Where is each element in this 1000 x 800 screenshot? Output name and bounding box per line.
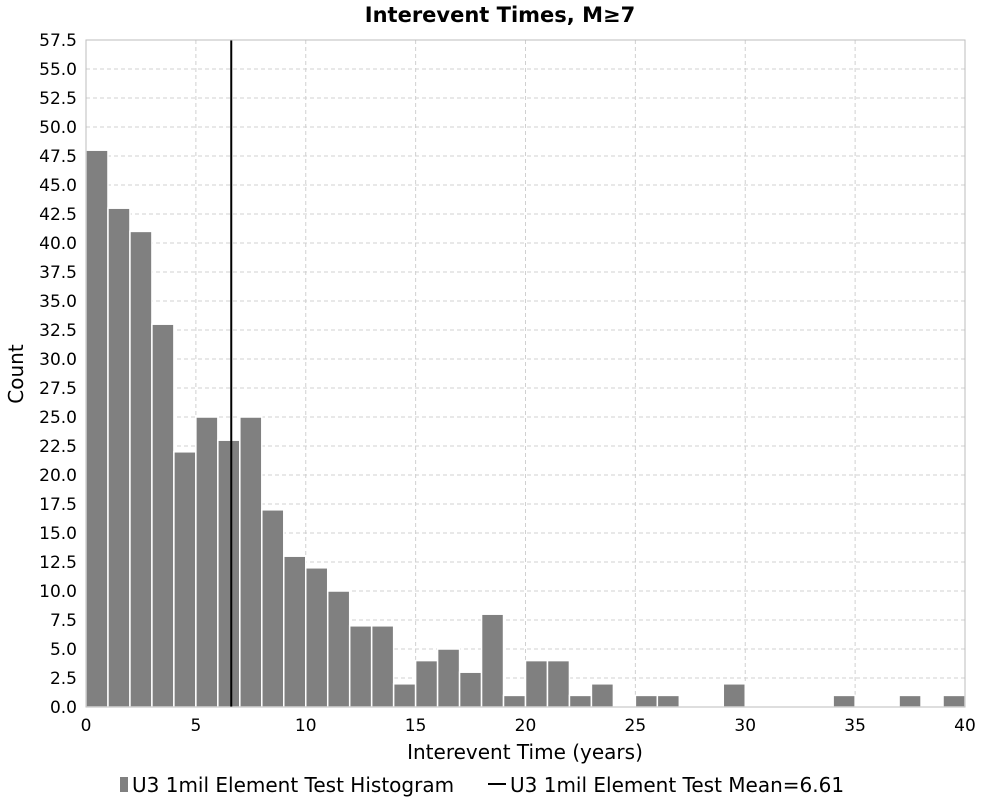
y-tick-label: 5.0: [50, 640, 77, 660]
histogram-bar: [173, 451, 197, 708]
histogram-bar: [524, 659, 549, 708]
histogram-bar: [458, 671, 483, 708]
x-tick-label: 15: [405, 716, 427, 736]
histogram-bar: [722, 683, 747, 708]
legend-histogram-swatch: [120, 777, 128, 792]
y-tick-label: 47.5: [39, 147, 77, 167]
histogram-bar: [656, 694, 681, 708]
y-tick-label: 37.5: [39, 263, 77, 283]
histogram-bar: [832, 694, 856, 708]
x-tick-label: 5: [190, 716, 201, 736]
x-tick-label: 40: [954, 716, 976, 736]
x-tick-label: 25: [625, 716, 647, 736]
x-tick-label: 0: [81, 716, 92, 736]
histogram-bar: [151, 323, 175, 708]
histogram-bar: [195, 416, 219, 708]
histogram-bar: [107, 207, 131, 708]
histogram-bar: [898, 694, 922, 708]
histogram-bar: [305, 567, 329, 708]
histogram-bar: [348, 625, 373, 708]
histogram-bar: [480, 613, 505, 708]
x-tick-label: 10: [295, 716, 317, 736]
histogram-bar: [590, 683, 615, 708]
y-tick-label: 30.0: [39, 350, 77, 370]
y-tick-label: 7.5: [50, 611, 77, 631]
histogram-bar: [283, 555, 307, 708]
y-tick-label: 2.5: [50, 669, 77, 689]
y-tick-label: 32.5: [39, 321, 77, 341]
histogram-bar: [392, 683, 417, 708]
histogram-bar: [634, 694, 659, 708]
histogram-bar: [436, 648, 461, 708]
y-axis-title: Count: [4, 344, 28, 404]
y-tick-label: 12.5: [39, 553, 77, 573]
x-tick-labels: 0 5 10 15 20 25 30 35 40: [81, 716, 976, 736]
y-tick-label: 40.0: [39, 234, 77, 254]
histogram-bar: [568, 694, 593, 708]
y-tick-label: 57.5: [39, 31, 77, 51]
y-tick-label: 52.5: [39, 89, 77, 109]
bar-layer: [85, 149, 966, 708]
x-axis-title: Interevent Time (years): [407, 740, 643, 764]
histogram-bar: [239, 416, 263, 708]
legend: U3 1mil Element Test Histogram U3 1mil E…: [120, 773, 844, 797]
y-tick-label: 45.0: [39, 176, 77, 196]
histogram-bar: [942, 694, 966, 708]
y-tick-label: 0.0: [50, 698, 77, 718]
legend-mean-label: U3 1mil Element Test Mean=6.61: [510, 773, 844, 797]
histogram-bar: [85, 149, 109, 708]
y-tick-label: 10.0: [39, 582, 77, 602]
y-tick-label: 25.0: [39, 408, 77, 428]
y-tick-label: 27.5: [39, 379, 77, 399]
histogram-bar: [546, 659, 571, 708]
y-tick-label: 17.5: [39, 495, 77, 515]
legend-histogram-label: U3 1mil Element Test Histogram: [132, 773, 454, 797]
histogram-bar: [326, 590, 351, 708]
y-tick-label: 35.0: [39, 292, 77, 312]
y-tick-label: 55.0: [39, 60, 77, 80]
histogram-bar: [261, 509, 285, 708]
y-tick-label: 15.0: [39, 524, 77, 544]
histogram-bar: [129, 230, 153, 708]
x-tick-label: 20: [515, 716, 537, 736]
histogram-bar: [502, 694, 527, 708]
chart-title: Interevent Times, M≥7: [365, 3, 635, 27]
y-tick-label: 20.0: [39, 466, 77, 486]
y-tick-label: 42.5: [39, 205, 77, 225]
y-tick-label: 22.5: [39, 437, 77, 457]
histogram-bar: [370, 625, 395, 708]
y-tick-labels: 0.0 2.5 5.0 7.5 10.0 12.5 15.0 17.5 20.0 22.5 25.0…: [39, 31, 77, 718]
y-tick-label: 50.0: [39, 118, 77, 138]
x-tick-label: 30: [734, 716, 756, 736]
x-tick-label: 35: [844, 716, 866, 736]
histogram-bar: [217, 439, 241, 708]
plot-border: [85, 39, 966, 708]
histogram-bar: [414, 659, 439, 708]
